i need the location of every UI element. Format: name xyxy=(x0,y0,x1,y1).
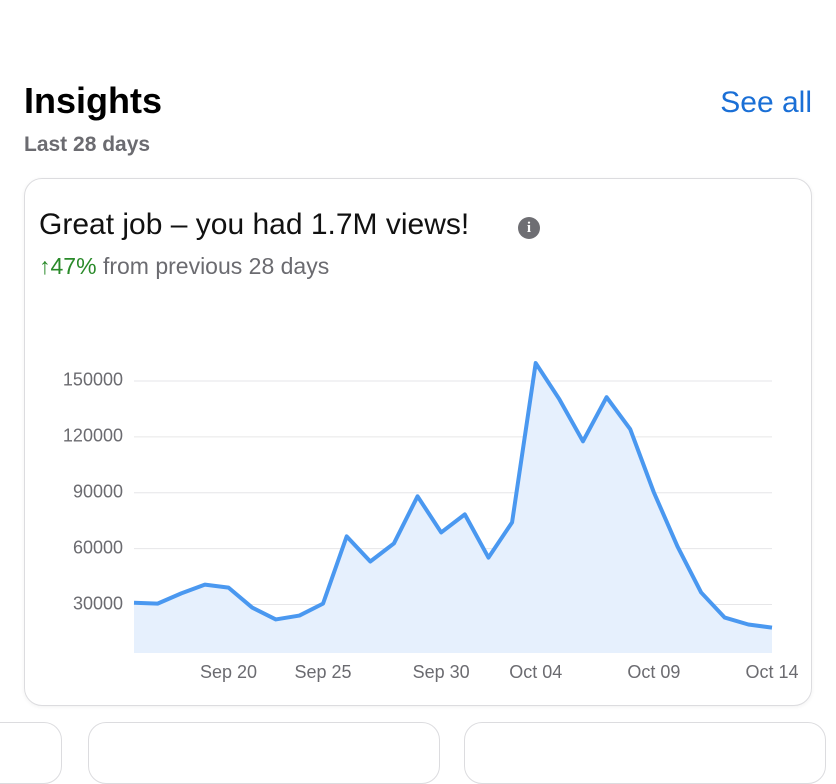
change-value: ↑47% xyxy=(39,253,97,279)
see-all-link[interactable]: See all xyxy=(720,86,812,119)
card-headline: Great job – you had 1.7M views! xyxy=(39,208,470,241)
card-stub xyxy=(88,722,440,784)
y-tick-label: 30000 xyxy=(73,593,123,613)
change-line: ↑47% from previous 28 days xyxy=(39,253,329,280)
change-text: from previous 28 days xyxy=(102,253,330,279)
x-tick-label: Sep 25 xyxy=(295,662,352,682)
y-tick-label: 60000 xyxy=(73,537,123,557)
chart: 30000 60000 90000 120000 150000 Sep 20 Sep 25 S… xyxy=(63,361,799,682)
line xyxy=(133,361,773,630)
page: {"header": {"title": "Insights", "subtit… xyxy=(0,80,826,784)
x-tick-label: Oct 04 xyxy=(509,662,562,682)
card-stub xyxy=(464,722,826,784)
insight-card xyxy=(24,178,812,706)
x-tick-label: Sep 20 xyxy=(200,662,257,682)
info-icon[interactable]: i xyxy=(518,217,540,239)
area-fill xyxy=(134,363,772,653)
card-stub xyxy=(0,722,62,784)
y-tick-label: 90000 xyxy=(73,482,123,502)
x-tick-label: Sep 30 xyxy=(413,662,470,682)
section-title: Insights xyxy=(24,80,163,121)
section-subtitle: Last 28 days xyxy=(24,133,151,156)
y-tick-label: 150000 xyxy=(63,370,123,390)
x-tick-label: Oct 14 xyxy=(745,662,798,682)
x-tick-label: Oct 09 xyxy=(627,662,680,682)
y-tick-label: 120000 xyxy=(63,426,123,446)
